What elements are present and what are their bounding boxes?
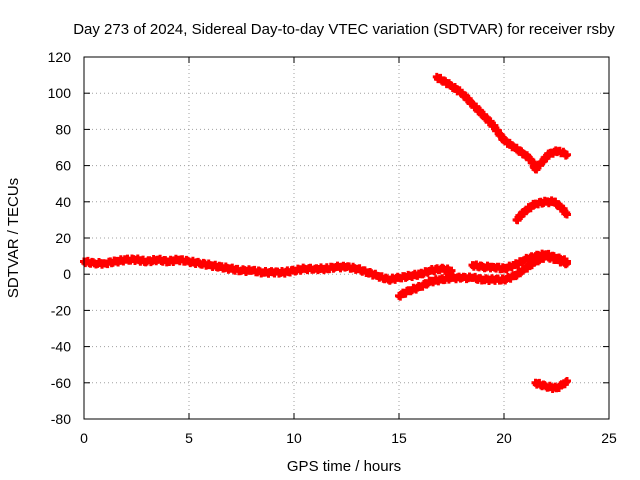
series-main-arc <box>80 254 456 285</box>
data-point <box>563 257 571 266</box>
x-tick-label: 0 <box>80 430 88 446</box>
chart-title: Day 273 of 2024, Sidereal Day-to-day VTE… <box>73 21 615 38</box>
y-tick-label: -60 <box>51 375 71 391</box>
data-track-segment <box>434 73 455 89</box>
x-axis-title: GPS time / hours <box>287 458 401 475</box>
y-tick-label: 80 <box>55 121 71 137</box>
y-tick-label: -20 <box>51 302 71 318</box>
data-track-segment <box>480 110 497 131</box>
series-arc-3 <box>468 249 571 274</box>
y-tick-label: -40 <box>51 339 71 355</box>
y-tick-label: 60 <box>55 158 71 174</box>
tick-layer: 0 5 10 15 20 25 -80 -60 -40 -20 0 20 40 60 80 100 120 <box>48 49 617 446</box>
data-point <box>563 376 571 385</box>
x-tick-label: 5 <box>185 430 193 446</box>
data-point <box>563 150 571 159</box>
y-tick-label: 0 <box>63 266 71 282</box>
x-tick-label: 10 <box>286 430 302 446</box>
data-track-segment <box>559 378 570 389</box>
y-tick-label: 20 <box>55 230 71 246</box>
x-tick-label: 20 <box>496 430 512 446</box>
x-tick-label: 25 <box>601 430 617 446</box>
grid <box>84 57 609 419</box>
series-arc-neg60 <box>531 376 571 393</box>
y-tick-label: 100 <box>48 85 72 101</box>
y-tick-label: -80 <box>51 411 71 427</box>
series-arc-high <box>432 72 571 174</box>
y-tick-label: 120 <box>48 49 72 65</box>
y-tick-label: 40 <box>55 194 71 210</box>
data-point <box>563 210 571 219</box>
y-axis-title: SDTVAR / TECUs <box>5 178 22 298</box>
series-arc-40 <box>512 196 571 225</box>
plot-frame <box>83 56 610 420</box>
data-layer <box>80 72 571 393</box>
x-tick-label: 15 <box>391 430 407 446</box>
